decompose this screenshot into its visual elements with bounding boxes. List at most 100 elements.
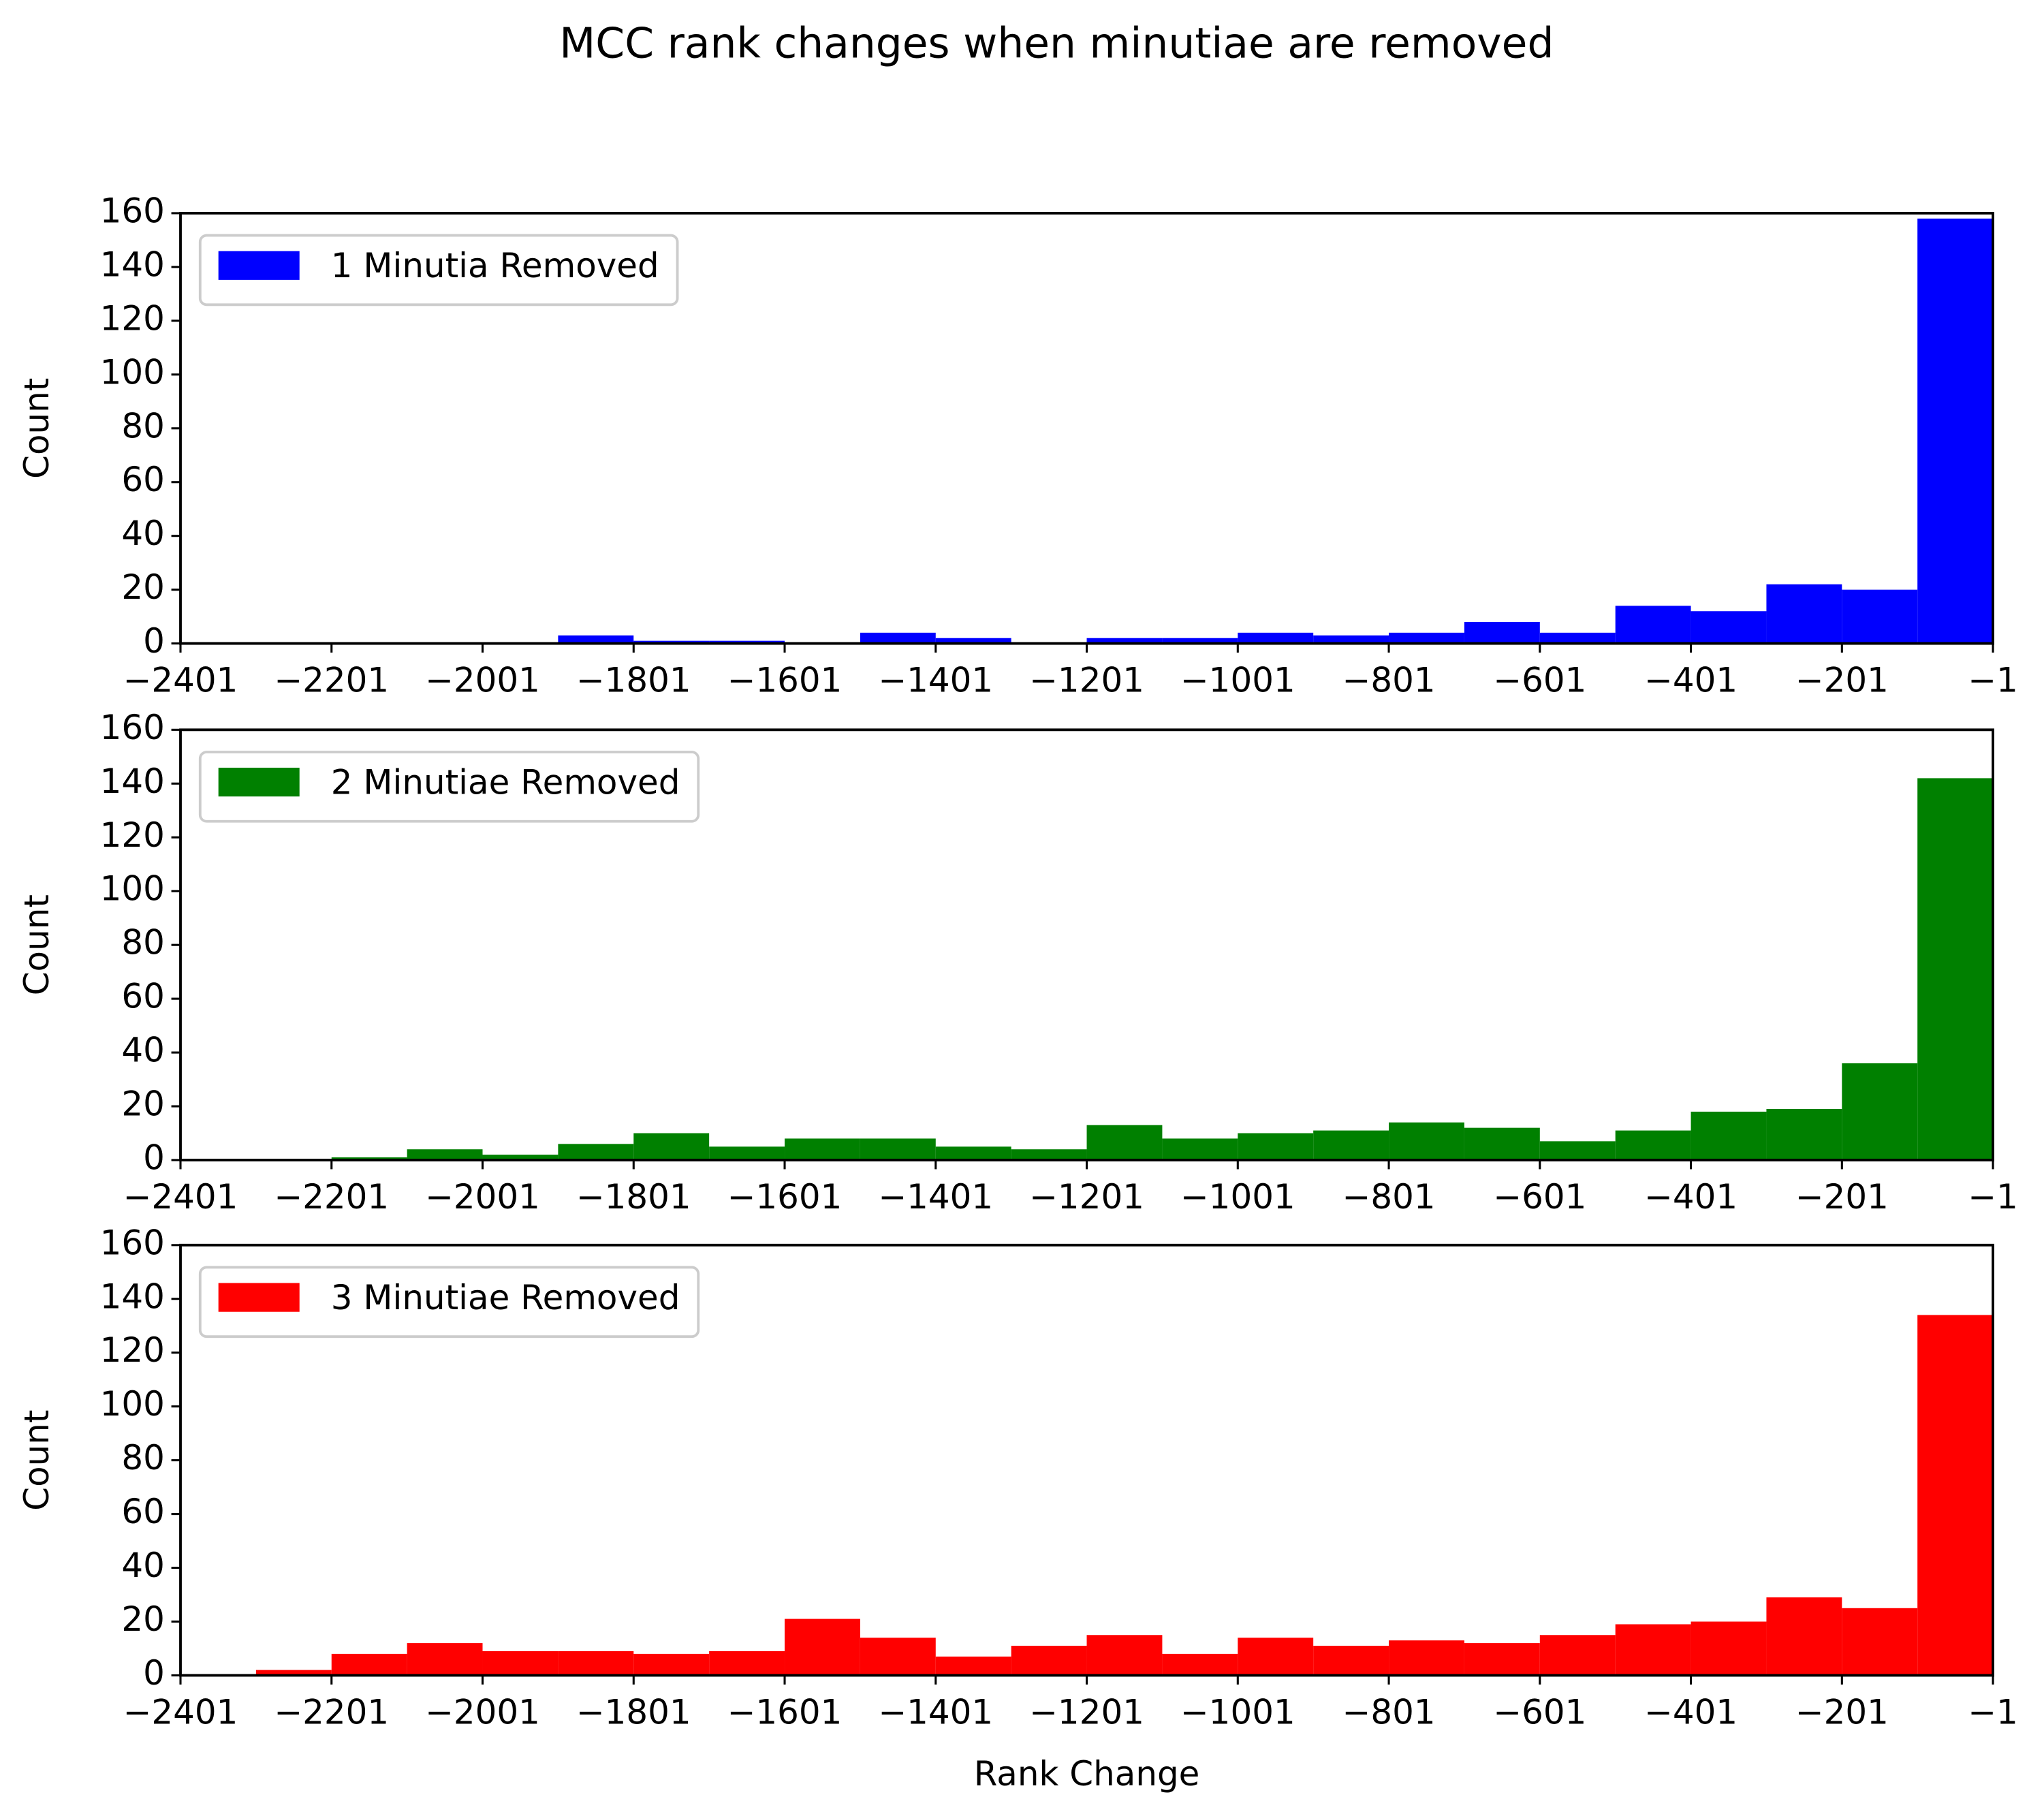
bar [1464,622,1540,644]
bar [1011,1646,1087,1676]
x-tick-label: −1 [1968,1693,2018,1732]
legend-box [198,1266,700,1339]
x-tick-label: −401 [1644,1177,1738,1217]
bar [633,1133,710,1161]
legend-swatch [218,1283,300,1312]
bar [1011,1149,1087,1161]
y-tick-label: 60 [121,1492,165,1531]
bar [1389,1122,1464,1161]
bar [331,1157,407,1161]
y-tick-label: 60 [121,977,165,1016]
bar [935,1146,1011,1161]
bar [1086,638,1163,644]
y-tick-label: 40 [121,514,165,553]
bar [1691,611,1767,644]
y-tick-label: 0 [143,1138,165,1178]
y-tick-label: 80 [121,923,165,963]
bar [1615,1624,1691,1676]
y-tick-label: 140 [100,1277,165,1316]
bar [558,1651,634,1676]
x-tick-label: −2201 [274,661,389,700]
x-tick-label: −1001 [1180,661,1295,700]
x-tick-label: −801 [1342,1177,1436,1217]
x-tick-label: −601 [1493,661,1586,700]
x-tick-label: −1601 [727,1177,843,1217]
bar [785,1618,860,1676]
bar [1539,1141,1616,1161]
y-tick-label: 40 [121,1031,165,1070]
x-tick-label: −601 [1493,1177,1586,1217]
bar [1615,606,1691,644]
bar [1238,632,1314,644]
x-tick-label: −1201 [1029,1693,1144,1732]
bar [1162,1653,1238,1676]
bar [1917,218,1994,644]
bar [1464,1643,1540,1676]
x-tick-label: −1 [1968,661,2018,700]
bar [1238,1638,1314,1676]
bar [709,1146,785,1161]
bar [1691,1621,1767,1676]
x-tick-label: −1601 [727,1693,843,1732]
bar [1389,1640,1464,1676]
y-tick-label: 140 [100,245,165,284]
bar [1766,584,1842,644]
x-axis-label: Rank Change [974,1754,1200,1794]
bar [482,1651,559,1676]
bar [1313,1646,1389,1676]
bar [558,1144,634,1161]
x-tick-label: −1 [1968,1177,2018,1217]
x-tick-label: −801 [1342,1693,1436,1732]
x-tick-label: −201 [1795,661,1889,700]
legend-label: 3 Minutiae Removed [331,1278,680,1317]
y-tick-label: 60 [121,460,165,499]
bar [633,640,710,644]
bar [1086,1125,1163,1161]
bar [1539,632,1616,644]
y-tick-label: 100 [100,869,165,909]
x-tick-label: −401 [1644,1693,1738,1732]
y-tick-label: 0 [143,621,165,661]
bar [255,1670,332,1676]
bar [785,1138,860,1161]
y-tick-label: 140 [100,762,165,801]
figure-title: MCC rank changes when minutiae are remov… [559,19,1554,67]
x-tick-label: −2001 [425,661,540,700]
x-tick-label: −201 [1795,1177,1889,1217]
y-tick-label: 120 [100,298,165,338]
x-tick-label: −2001 [425,1693,540,1732]
bar [1842,1063,1918,1161]
bar [331,1653,407,1676]
x-tick-label: −1201 [1029,661,1144,700]
x-tick-label: −2401 [123,1177,238,1217]
bar [1464,1127,1540,1161]
bar [860,1138,936,1161]
y-tick-label: 160 [100,708,165,747]
bar [1917,1315,1994,1676]
bar [709,1651,785,1676]
legend-label: 2 Minutiae Removed [331,762,680,802]
y-tick-label: 20 [121,1084,165,1124]
legend-swatch [218,768,300,797]
y-tick-label: 40 [121,1546,165,1585]
bar [1691,1111,1767,1161]
legend-label: 1 Minutia Removed [331,246,659,285]
x-tick-label: −1001 [1180,1693,1295,1732]
bar [633,1653,710,1676]
x-tick-label: −1801 [576,661,691,700]
y-tick-label: 120 [100,1330,165,1370]
bar [1917,778,1994,1161]
bar [1842,589,1918,644]
bar [1615,1130,1691,1161]
x-tick-label: −1601 [727,661,843,700]
bar [860,632,936,644]
bar [709,640,785,644]
bar [1842,1608,1918,1676]
legend-box [198,751,700,823]
x-tick-label: −801 [1342,661,1436,700]
x-tick-label: −1401 [878,1177,993,1217]
bar [482,1155,559,1161]
x-tick-label: −601 [1493,1693,1586,1732]
y-tick-label: 100 [100,1384,165,1424]
